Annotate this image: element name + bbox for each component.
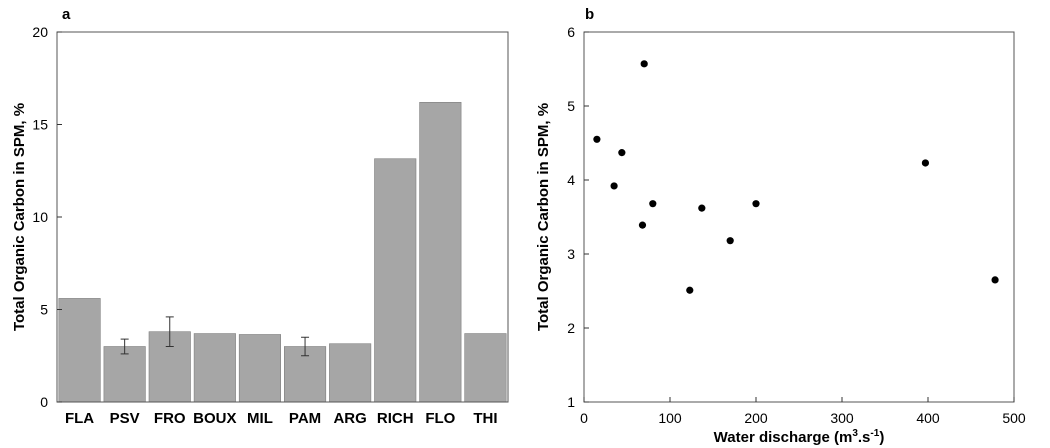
data-point <box>921 159 930 167</box>
data-point <box>686 286 694 294</box>
panel-a-y-axis-title: Total Organic Carbon in SPM, % <box>11 103 28 331</box>
category-label: ARG <box>333 410 366 427</box>
panel-b-plot-frame <box>583 31 1015 403</box>
panel-b-y-axis-title: Total Organic Carbon in SPM, % <box>535 103 552 331</box>
bar-mil <box>238 334 281 403</box>
panel-a-bar-chart: a 0 5 10 15 20 FLA PSV FRO BOUX MIL PAM ARG RICH FLO… <box>11 6 509 427</box>
bar-thi <box>464 333 507 403</box>
panel-a-y-ticks: 0 5 10 15 20 <box>32 24 62 410</box>
y-tick-label: 0 <box>40 394 48 410</box>
y-tick-label: 20 <box>32 24 48 40</box>
y-tick-label: 2 <box>567 320 575 336</box>
category-label: MIL <box>247 410 273 427</box>
y-tick-label: 15 <box>32 117 48 133</box>
y-tick-label: 4 <box>567 172 575 188</box>
data-point <box>593 135 601 143</box>
x-tick-label: 0 <box>580 410 588 426</box>
data-point <box>649 200 657 208</box>
y-tick-label: 6 <box>567 24 575 40</box>
panel-b-label: b <box>585 6 594 23</box>
data-point <box>618 149 626 157</box>
category-label: PAM <box>289 410 321 427</box>
panel-a-label: a <box>62 6 71 23</box>
x-tick-label: 400 <box>916 410 940 426</box>
category-label: BOUX <box>193 410 236 427</box>
bar-boux <box>193 333 236 403</box>
x-tick-label: 300 <box>830 410 854 426</box>
category-label: FRO <box>154 410 186 427</box>
data-point <box>991 276 999 284</box>
y-tick-label: 1 <box>567 394 575 410</box>
category-label: PSV <box>110 410 140 427</box>
y-tick-label: 5 <box>567 98 575 114</box>
bar-psv <box>103 346 146 403</box>
x-tick-label: 500 <box>1002 410 1026 426</box>
category-label: FLO <box>425 410 455 427</box>
y-tick-label: 3 <box>567 246 575 262</box>
category-label: FLA <box>65 410 94 427</box>
x-tick-label: 200 <box>744 410 768 426</box>
panel-a-error-bars <box>120 316 310 357</box>
panel-b-x-axis-title: Water discharge (m3.s-1) <box>714 428 885 446</box>
bar-flo <box>419 102 462 403</box>
category-label: THI <box>473 410 497 427</box>
panel-a-category-labels: FLA PSV FRO BOUX MIL PAM ARG RICH FLO THI <box>65 410 498 427</box>
bar-arg <box>329 343 372 403</box>
panel-b-x-ticks: 0 100 200 300 400 500 <box>580 397 1026 426</box>
bar-fla <box>58 298 101 403</box>
panel-b-y-ticks: 1 2 3 4 5 6 <box>567 24 589 410</box>
category-label: RICH <box>377 410 414 427</box>
x-tick-label: 100 <box>658 410 682 426</box>
y-tick-label: 10 <box>32 209 48 225</box>
data-point <box>698 204 706 212</box>
data-point <box>610 182 618 190</box>
bar-rich <box>374 158 417 403</box>
y-tick-label: 5 <box>40 302 48 318</box>
panel-b-points <box>593 60 999 294</box>
data-point <box>726 237 734 245</box>
panel-a-bars <box>58 102 507 403</box>
data-point <box>638 221 647 229</box>
data-point <box>752 200 760 208</box>
panel-b-scatter-chart: b 1 2 3 4 5 6 0 100 200 300 400 500 Total Organic … <box>535 6 1026 446</box>
data-point <box>640 60 648 68</box>
